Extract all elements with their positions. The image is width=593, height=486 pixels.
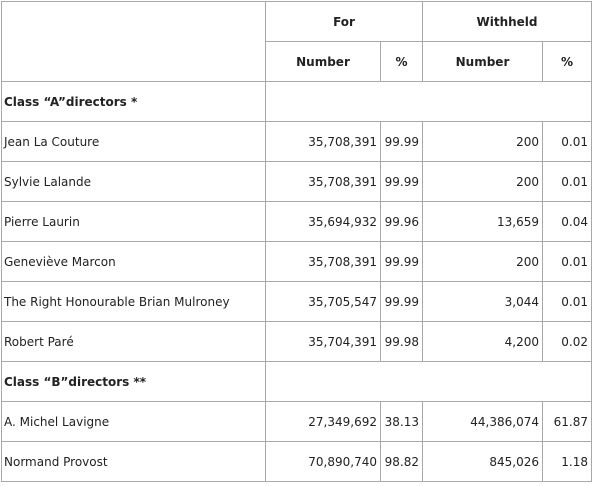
data-row: Sylvie Lalande 35,708,391 99.99 200 0.01 bbox=[1, 161, 593, 202]
vote-cell: 0.01 bbox=[541, 281, 593, 322]
data-row: Normand Provost 70,890,740 98.82 845,026 1.1… bbox=[1, 441, 593, 482]
data-row: Pierre Laurin 35,694,932 99.96 13,659 0.04 bbox=[1, 201, 593, 242]
vote-cell: 0.01 bbox=[541, 161, 593, 202]
vote-cell: 200 bbox=[422, 241, 543, 282]
data-row: Jean La Couture 35,708,391 99.99 200 0.01 bbox=[1, 121, 593, 162]
group-header: For bbox=[265, 1, 423, 42]
column-header: Number bbox=[422, 41, 543, 82]
column-header: Number bbox=[265, 41, 381, 82]
director-name: Robert Paré bbox=[1, 321, 266, 362]
director-name: A. Michel Lavigne bbox=[1, 401, 266, 442]
vote-cell: 3,044 bbox=[422, 281, 543, 322]
data-row: Robert Paré 35,704,391 99.98 4,200 0.02 bbox=[1, 321, 593, 362]
data-row: The Right Honourable Brian Mulroney 35,70… bbox=[1, 281, 593, 322]
vote-cell: 35,704,391 bbox=[265, 321, 381, 362]
vote-cell: 99.99 bbox=[380, 241, 423, 282]
director-name: Sylvie Lalande bbox=[1, 161, 266, 202]
column-header: % bbox=[380, 41, 423, 82]
vote-cell: 99.99 bbox=[380, 121, 423, 162]
header-row: Number% Number% bbox=[2, 41, 593, 82]
empty-cell bbox=[264, 361, 593, 402]
corner-cell bbox=[1, 1, 266, 82]
vote-cell: 0.01 bbox=[541, 241, 593, 282]
group-header: Withheld bbox=[421, 1, 593, 42]
director-name: Jean La Couture bbox=[1, 121, 266, 162]
vote-cell: 0.04 bbox=[541, 201, 593, 242]
vote-cell: 98.82 bbox=[380, 441, 423, 482]
section-title: Class “B”directors ** bbox=[1, 361, 266, 402]
vote-cell: 27,349,692 bbox=[265, 401, 381, 442]
vote-cell: 0.01 bbox=[541, 121, 593, 162]
header-row: For Withheld bbox=[1, 1, 593, 82]
vote-cell: 44,386,074 bbox=[422, 401, 543, 442]
director-name: The Right Honourable Brian Mulroney bbox=[1, 281, 266, 322]
section-row: Class “A”directors * bbox=[1, 81, 593, 122]
vote-cell: 1.18 bbox=[541, 441, 593, 482]
empty-cell bbox=[264, 81, 593, 122]
column-header: % bbox=[541, 41, 593, 82]
vote-cell: 35,708,391 bbox=[265, 161, 381, 202]
vote-cell: 13,659 bbox=[422, 201, 543, 242]
vote-cell: 200 bbox=[422, 161, 543, 202]
director-name: Pierre Laurin bbox=[1, 201, 266, 242]
vote-cell: 99.99 bbox=[380, 281, 423, 322]
vote-cell: 200 bbox=[422, 121, 543, 162]
vote-cell: 35,694,932 bbox=[265, 201, 381, 242]
vote-cell: 99.96 bbox=[380, 201, 423, 242]
vote-cell: 61.87 bbox=[541, 401, 593, 442]
vote-cell: 4,200 bbox=[422, 321, 543, 362]
director-name: Normand Provost bbox=[1, 441, 266, 482]
vote-cell: 35,705,547 bbox=[265, 281, 381, 322]
vote-cell: 0.02 bbox=[541, 321, 593, 362]
vote-cell: 35,708,391 bbox=[265, 241, 381, 282]
director-name: Geneviève Marcon bbox=[1, 241, 266, 282]
section-row: Class “B”directors ** bbox=[1, 361, 593, 402]
section-title: Class “A”directors * bbox=[1, 81, 266, 122]
vote-cell: 99.98 bbox=[380, 321, 423, 362]
vote-cell: 70,890,740 bbox=[265, 441, 381, 482]
vote-cell: 99.99 bbox=[380, 161, 423, 202]
vote-cell: 35,708,391 bbox=[265, 121, 381, 162]
data-row: Geneviève Marcon 35,708,391 99.99 200 0.01 bbox=[1, 241, 593, 282]
vote-cell: 845,026 bbox=[422, 441, 543, 482]
vote-cell: 38.13 bbox=[380, 401, 423, 442]
data-row: A. Michel Lavigne 27,349,692 38.13 44,386,0… bbox=[1, 401, 593, 442]
